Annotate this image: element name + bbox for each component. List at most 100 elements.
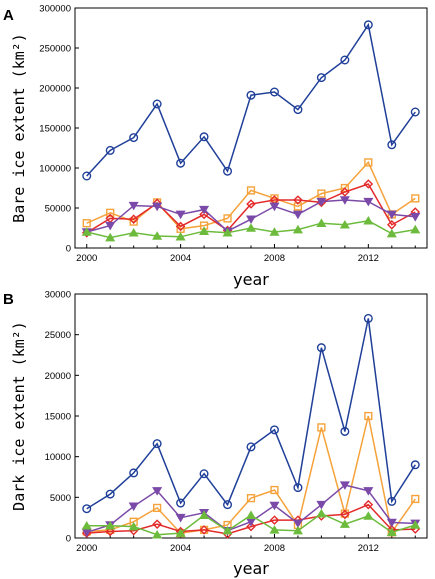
data-point [363,179,374,189]
x-axis-label: year [233,559,269,578]
data-point [363,487,374,496]
x-tick-label: 2012 [358,253,379,264]
data-point [199,132,209,142]
data-point [175,528,186,537]
data-point [292,224,303,234]
data-point [339,219,350,229]
data-point [386,228,397,238]
data-point [105,520,116,530]
data-point [269,525,280,534]
y-axis-label: Bare ice extent (km²) [10,33,28,223]
y-tick-label: 200000 [39,84,71,95]
data-point [270,194,279,203]
data-point [106,208,115,217]
data-point [152,487,163,496]
data-point [176,498,186,508]
series-circle [82,313,420,514]
series-circle [82,20,420,181]
data-point [363,20,373,30]
data-point [175,221,186,232]
y-tick-label: 5000 [50,493,71,504]
data-point [386,527,397,537]
data-point [128,521,139,531]
data-point [339,519,350,528]
series-triangle-up [81,215,421,242]
x-axis-label: year [233,270,269,289]
data-point [316,508,327,518]
data-point [410,224,421,234]
data-point [175,513,186,523]
y-tick-label: 20000 [45,371,71,382]
data-point [175,210,186,220]
data-point [128,227,139,237]
data-point [316,73,326,83]
data-point [269,425,279,435]
data-point [128,214,139,224]
x-tick-label: 2008 [264,253,285,264]
data-point [199,525,209,535]
data-point [316,500,327,510]
x-tick-label: 2012 [358,543,379,554]
data-point [363,313,373,323]
data-point [269,501,280,511]
data-point [386,210,397,220]
x-tick-label: 2000 [76,543,97,554]
data-point [387,220,397,230]
data-point [246,90,256,100]
data-point [246,442,256,452]
data-point [292,210,303,220]
panel-b: B 0 5000 10000 15000 20000 25000 30000 2000 2004 2… [3,290,428,578]
data-point [81,520,92,530]
y-tick-label: 0 [66,534,71,545]
data-point [246,186,256,195]
data-point [364,411,373,421]
data-point [222,525,233,535]
data-point [105,526,115,537]
data-point [128,201,139,211]
data-point [269,202,280,212]
data-point [387,140,397,150]
x-tick-label: 2000 [76,253,97,264]
series-line [86,22,416,177]
data-point [387,496,397,506]
data-point [152,519,162,529]
data-point [82,171,92,181]
panel-letter: B [3,291,14,308]
data-point [82,504,92,514]
series-line [86,161,416,230]
data-point [269,227,280,236]
data-point [317,189,326,198]
data-point [223,500,233,510]
y-tick-label: 10000 [45,452,71,463]
data-point [153,503,162,513]
data-point [129,217,138,226]
data-point [199,226,210,235]
data-point [269,87,279,97]
data-point [128,502,139,512]
y-tick-label: 100000 [39,164,71,175]
data-point [152,202,163,212]
data-point [152,99,162,109]
y-tick-label: 15000 [45,412,71,423]
data-point [152,439,162,449]
y-tick-label: 250000 [39,44,71,55]
series-line [86,318,416,510]
data-point [340,55,350,65]
data-point [222,227,233,237]
y-tick-label: 0 [66,244,71,255]
plot-frame [74,7,428,249]
data-point [152,231,163,240]
data-point [410,213,421,222]
y-tick-label: 50000 [45,204,71,215]
data-point [316,218,327,227]
x-tick-label: 2004 [170,543,191,554]
x-tick-label: 2004 [170,253,191,264]
y-tick-label: 300000 [39,4,71,15]
series-triangle-down [81,196,421,237]
data-point [363,215,374,225]
data-point [410,520,421,529]
data-point [363,197,374,207]
data-point [246,494,256,503]
data-point [105,145,115,155]
data-point [340,426,350,436]
